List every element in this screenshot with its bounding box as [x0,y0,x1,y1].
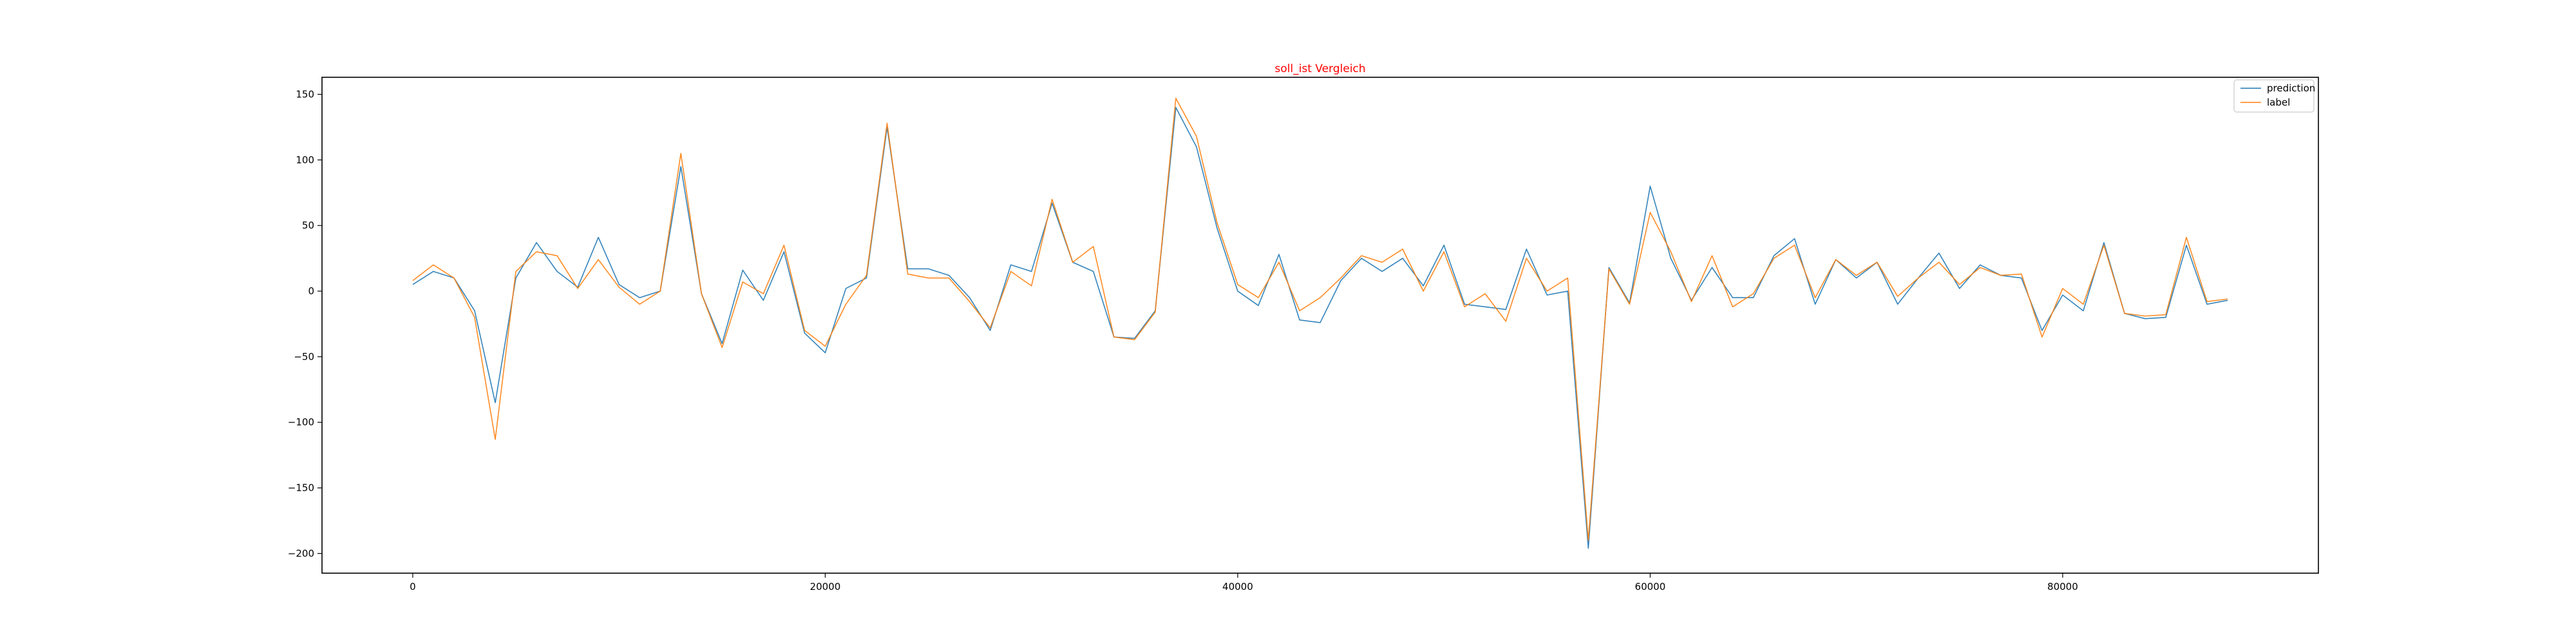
x-tick-label: 40000 [1222,581,1253,592]
y-tick-label: −50 [294,351,314,363]
series-line-prediction [412,107,2228,549]
legend-label-prediction: prediction [2267,82,2315,94]
y-tick-label: −100 [288,417,314,428]
y-tick-label: −200 [288,547,314,559]
ticks-layer: 0 20000 40000 60000 80000 150 100 50 0 −50 −100 −15… [288,88,2078,592]
y-tick-label: −150 [288,482,314,494]
plot-area [322,77,2318,573]
x-tick-label: 60000 [1635,581,1666,592]
series-line-label [412,97,2228,541]
legend-label-label: label [2267,97,2290,108]
y-tick-label: 100 [296,154,314,166]
plot-background [322,77,2318,573]
x-tick-label: 0 [410,581,416,592]
x-tick-label: 80000 [2047,581,2078,592]
y-tick-label: 150 [296,88,314,100]
y-tick-label: 50 [302,220,314,231]
legend: prediction label [2233,79,2315,113]
plot-frame [321,77,2319,574]
y-tick-label: 0 [308,285,314,297]
chart-title: soll_ist Vergleich [1274,62,1365,75]
series-layer [412,97,2228,549]
x-tick-label: 20000 [810,581,841,592]
